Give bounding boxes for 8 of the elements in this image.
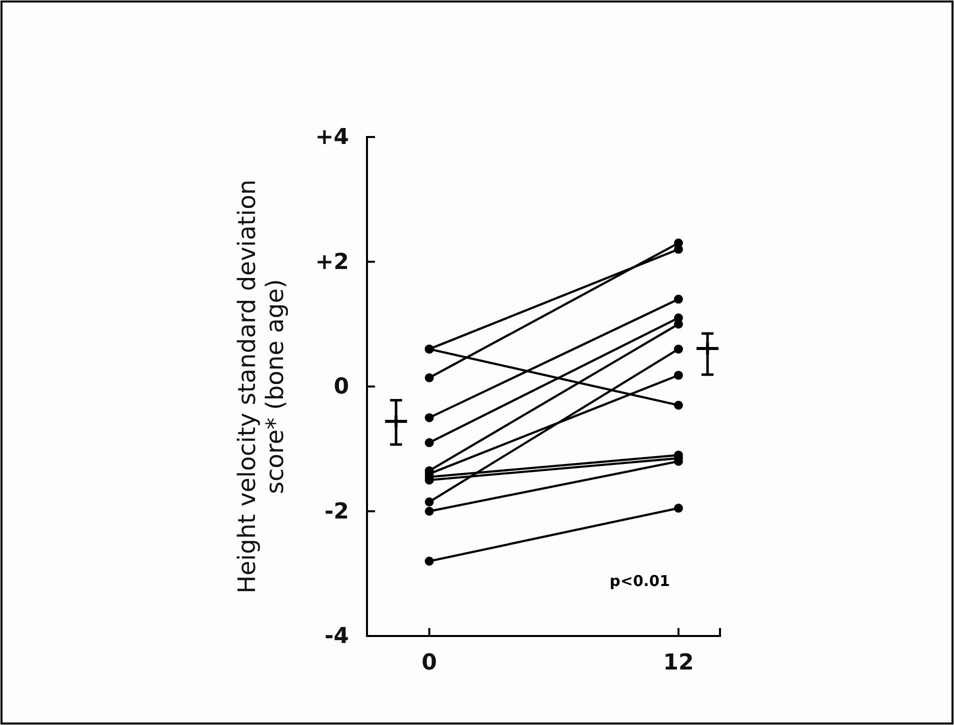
annotation: p<0.01 (610, 572, 670, 590)
y-tick-label: -2 (324, 499, 349, 524)
x-tick-label: 12 (663, 650, 694, 676)
y-tick-label: 0 (334, 374, 349, 400)
y-tick-label: +2 (315, 250, 349, 275)
y-tick-label: -4 (324, 624, 349, 650)
y-tick-label: +4 (315, 125, 349, 150)
y-axis-title: Height velocity standard deviation score* (bone age) (233, 179, 289, 594)
